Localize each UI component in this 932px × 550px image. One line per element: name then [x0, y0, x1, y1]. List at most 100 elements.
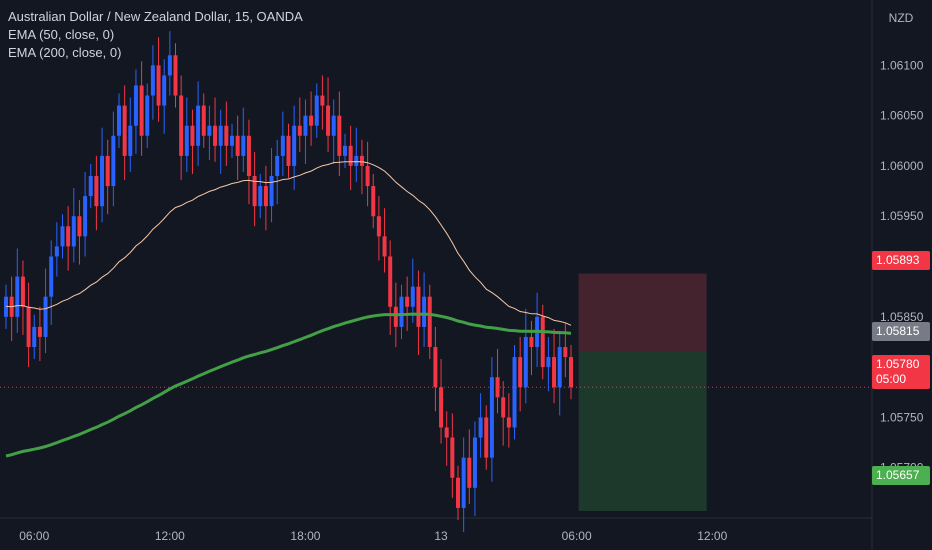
candle-body	[450, 437, 455, 478]
candle-body	[433, 347, 438, 388]
x-tick-label: 13	[434, 529, 448, 543]
candle-body	[100, 155, 105, 207]
candle-body	[388, 256, 393, 307]
candle-body	[410, 286, 415, 307]
candle-body	[88, 176, 93, 197]
candle-body	[196, 105, 201, 146]
x-tick-label: 06:00	[562, 529, 592, 543]
last-price-label: 1.05780 05:00	[872, 355, 930, 389]
candle-body	[563, 347, 568, 358]
x-tick-label: 12:00	[697, 529, 727, 543]
candle-body	[150, 65, 155, 96]
candle-body	[292, 125, 297, 166]
legend-title: Australian Dollar / New Zealand Dollar, …	[8, 9, 303, 24]
candle-body	[314, 95, 319, 126]
candle-body	[422, 296, 427, 327]
candle-body	[15, 276, 20, 317]
candle-body	[275, 155, 280, 176]
candle-body	[382, 236, 387, 257]
candle-body	[552, 357, 557, 388]
candle-body	[557, 347, 562, 388]
candle-body	[359, 155, 364, 166]
candle-body	[399, 296, 404, 327]
y-tick-label: 1.06000	[880, 159, 924, 173]
candle-body	[371, 186, 376, 217]
candle-body	[167, 55, 172, 76]
x-tick-label: 18:00	[290, 529, 320, 543]
y-tick-label: 1.05850	[880, 310, 924, 324]
candle-body	[105, 155, 110, 187]
y-tick-label: 1.05750	[880, 410, 924, 424]
candle-body	[393, 306, 398, 327]
candle-body	[331, 115, 336, 136]
entry-price-label: 1.05815	[872, 322, 930, 341]
chart-legend: Australian Dollar / New Zealand Dollar, …	[8, 8, 303, 62]
candle-body	[66, 226, 71, 247]
candle-body	[320, 95, 325, 106]
last-price-value: 1.05780	[876, 357, 920, 371]
ema200-line	[5, 312, 572, 458]
candle-body	[501, 397, 506, 418]
candle-body	[54, 246, 59, 257]
candle-body	[77, 216, 82, 237]
candle-body	[263, 186, 268, 207]
ema50-line	[5, 161, 572, 326]
candle-body	[184, 125, 189, 156]
candle-body	[269, 176, 274, 207]
candle-body	[495, 377, 500, 398]
candle-body	[49, 256, 54, 297]
candle-body	[37, 326, 42, 337]
candle-body	[252, 176, 257, 207]
candle-body	[173, 55, 178, 96]
candle-body	[26, 306, 31, 347]
candle-body	[354, 155, 359, 166]
axis-currency: NZD	[889, 11, 914, 25]
candle-body	[456, 477, 460, 508]
candle-body	[179, 95, 184, 156]
candle-body	[139, 85, 144, 136]
candle-body	[529, 336, 534, 347]
candle-body	[190, 125, 195, 146]
target-price-label: 1.05657	[872, 466, 930, 485]
candle-body	[230, 135, 234, 146]
candle-body	[518, 357, 523, 388]
candle-body	[297, 125, 302, 136]
candle-body	[309, 115, 314, 126]
candle-body	[376, 216, 381, 237]
x-tick-label: 06:00	[19, 529, 49, 543]
candle-body	[540, 316, 545, 368]
candle-body	[224, 125, 229, 146]
candle-body	[427, 296, 432, 347]
y-tick-label: 1.05950	[880, 209, 924, 223]
candle-body	[546, 357, 551, 368]
stop-price-label: 1.05893	[872, 251, 930, 270]
candle-body	[235, 135, 240, 156]
candle-body	[60, 226, 65, 247]
candle-body	[444, 427, 449, 438]
candle-body	[156, 65, 161, 106]
candle-body	[162, 75, 167, 106]
candle-body	[83, 196, 88, 237]
candle-body	[111, 135, 116, 187]
candle-body	[32, 326, 37, 347]
candle-body	[439, 387, 444, 428]
candle-body	[246, 135, 251, 176]
candle-body	[71, 216, 76, 247]
candle-body	[303, 115, 308, 136]
candle-body	[201, 105, 206, 136]
candle-body	[280, 135, 285, 156]
candle-body	[337, 115, 342, 156]
candle-body	[472, 437, 477, 488]
candle-body	[258, 186, 263, 207]
legend-ema50: EMA (50, close, 0)	[8, 27, 115, 42]
legend-ema200: EMA (200, close, 0)	[8, 45, 122, 60]
candle-body	[467, 457, 472, 488]
candle-body	[213, 125, 218, 146]
take-profit-zone	[578, 352, 707, 511]
candle-body	[241, 135, 246, 156]
candle-body	[145, 95, 150, 136]
candle-body	[478, 417, 483, 438]
candle-body	[20, 276, 25, 307]
candle-body	[133, 85, 138, 126]
